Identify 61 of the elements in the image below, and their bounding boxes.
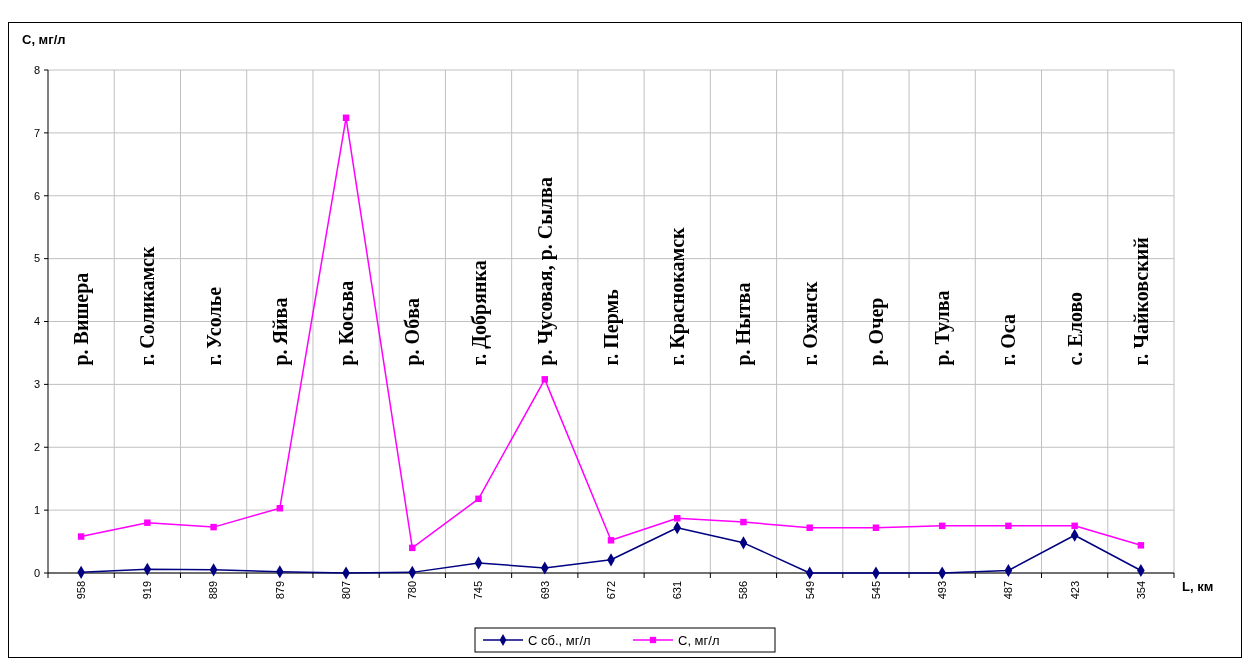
point [1005,522,1012,530]
x-tick-label: 745 [472,581,485,600]
annotation: р. Косьва [335,280,359,366]
annotation: г. Чайковский [1129,237,1152,366]
annotation: с. Елово [1063,291,1086,366]
point [740,518,747,526]
x-tick-label: 545 [869,581,882,600]
annotation: р. Тулва [931,290,955,366]
point [77,533,85,540]
y-tick-label: 7 [33,126,40,139]
x-tick-label: 586 [737,581,750,600]
x-axis-title: L, км [1182,579,1214,594]
x-tick-label: 919 [141,581,154,600]
x-tick-label: 958 [74,581,87,600]
y-tick-label: 5 [33,252,40,265]
y-tick-label: 4 [33,315,40,328]
point [210,523,217,531]
annotation: р. Нытва [732,282,756,366]
annotation: г. Усолье [202,286,225,366]
x-tick-label: 354 [1134,581,1147,600]
y-axis-title: С, мг/л [22,32,66,47]
point [409,544,416,552]
x-tick-label: 889 [207,581,220,600]
annotation: р. Обва [401,298,425,366]
x-tick-label: 693 [538,581,551,600]
annotation: г. Оханск [798,280,821,366]
legend-label: С, мг/л [678,632,720,648]
annotation: р. Чусовая, р. Сылва [533,177,557,366]
y-tick-label: 6 [33,189,40,202]
point [144,519,151,526]
point [674,515,681,522]
annotation: г. Краснокамск [666,226,690,366]
point [872,524,880,531]
annotation: р. Вишера [70,272,94,366]
x-tick-label: 780 [406,581,419,600]
y-tick-label: 8 [33,63,40,76]
x-tick-label: 493 [936,581,949,600]
x-tick-label: 631 [671,581,684,600]
point [1071,522,1078,530]
x-tick-label: 423 [1068,581,1081,600]
legend-label: С сб., мг/л [528,632,591,648]
point [607,537,615,544]
point [541,376,549,383]
x-tick-label: 487 [1002,581,1015,600]
point [475,495,482,503]
x-tick-label: 807 [339,581,352,600]
annotation: р. Яйва [268,297,292,366]
annotation: г. Соликамск [136,246,159,366]
y-tick-label: 0 [33,566,40,579]
x-tick-label: 879 [273,581,286,600]
x-tick-label: 672 [604,581,617,600]
annotation: р. Очер [864,297,888,366]
y-tick-label: 1 [33,503,40,516]
point [806,524,813,531]
annotation: г. Пермь [600,288,623,366]
y-tick-label: 3 [33,378,40,391]
point [1137,542,1145,549]
x-tick-label: 549 [803,581,816,600]
y-tick-label: 2 [33,441,40,454]
annotation: г. Добрянка [467,260,491,366]
annotation: г. Оса [997,314,1020,366]
